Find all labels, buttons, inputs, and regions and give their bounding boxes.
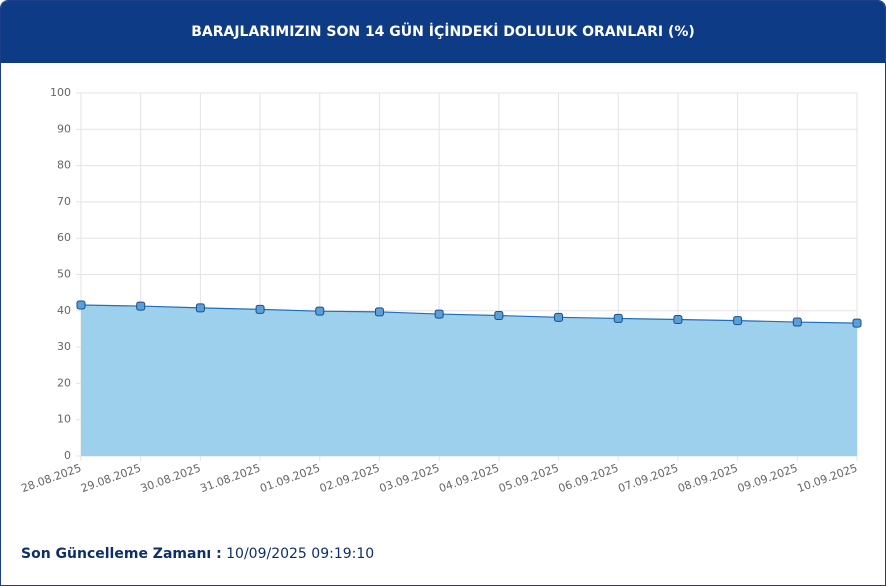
x-tick-label: 31.08.2025 [198, 461, 262, 495]
point [613, 313, 623, 323]
footer: Son Güncelleme Zamanı : 10/09/2025 09:19… [21, 546, 374, 562]
point [434, 309, 444, 319]
x-tick-label: 01.09.2025 [258, 461, 322, 495]
y-tick-label: 70 [57, 195, 71, 208]
point [852, 318, 862, 328]
point [195, 303, 205, 313]
update-time: 10/09/2025 09:19:10 [226, 546, 375, 562]
point [374, 307, 384, 317]
point [554, 312, 564, 322]
x-tick-label: 10.09.2025 [795, 461, 859, 495]
header: BARAJLARIMIZIN SON 14 GÜN İÇİNDEKİ DOLUL… [1, 1, 885, 63]
point [76, 300, 86, 310]
y-tick-label: 100 [50, 86, 71, 99]
line [80, 304, 858, 324]
y-tick-label: 0 [64, 449, 71, 462]
x-tick-label: 06.09.2025 [557, 461, 621, 495]
x-tick-label: 30.08.2025 [139, 461, 203, 495]
x-tick-label: 02.09.2025 [318, 461, 382, 495]
area [81, 304, 857, 456]
x-tick-label: 08.09.2025 [676, 461, 740, 495]
y-tick-label: 20 [57, 376, 71, 389]
x-tick-label: 05.09.2025 [497, 461, 561, 495]
point [792, 317, 802, 327]
point [255, 304, 265, 314]
x-tick-label: 28.08.2025 [19, 461, 83, 495]
y-tick-label: 40 [57, 304, 71, 317]
y-tick-label: 30 [57, 340, 71, 353]
x-tick-label: 29.08.2025 [79, 461, 143, 495]
y-tick-label: 10 [57, 413, 71, 426]
x-tick-label: 04.09.2025 [437, 461, 501, 495]
point [733, 316, 743, 326]
point [494, 311, 504, 321]
x-tick-label: 07.09.2025 [616, 461, 680, 495]
title: BARAJLARIMIZIN SON 14 GÜN İÇİNDEKİ DOLUL… [191, 24, 695, 40]
x-tick-label: 03.09.2025 [378, 461, 442, 495]
update-label: Son Güncelleme Zamanı : [21, 546, 222, 562]
y-tick-label: 50 [57, 268, 71, 281]
chart: 0 10 20 30 40 50 60 70 80 90 100 28.08.202529.08.20… [19, 86, 862, 495]
x-tick-label: 09.09.2025 [736, 461, 800, 495]
point [136, 301, 146, 311]
y-tick-label: 80 [57, 159, 71, 172]
y-tick-label: 90 [57, 122, 71, 135]
point [673, 315, 683, 325]
point [315, 306, 325, 316]
y-tick-label: 60 [57, 231, 71, 244]
